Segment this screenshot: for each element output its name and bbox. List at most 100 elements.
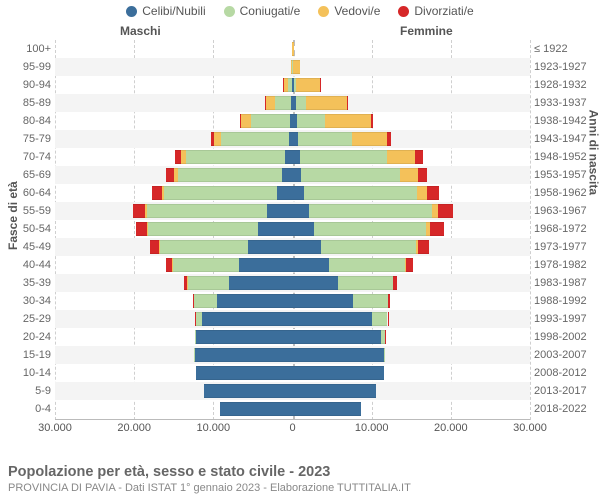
bar-segment [293, 366, 384, 380]
bar-segment [166, 258, 172, 272]
bar-segment [293, 168, 302, 182]
bar-segment [293, 204, 310, 218]
bar-segment [301, 168, 400, 182]
bar-segment [293, 258, 329, 272]
legend-label: Celibi/Nubili [142, 4, 205, 18]
bar-segment [387, 132, 391, 146]
bar-segment [195, 312, 202, 326]
pyramid-row: 5-92013-2017 [55, 382, 530, 400]
pyramid-row: 90-941928-1932 [55, 76, 530, 94]
bar-segment [293, 60, 300, 74]
birth-year-label: 1948-1952 [534, 148, 594, 166]
bar-segment [304, 186, 416, 200]
header-male: Maschi [120, 24, 161, 38]
legend-swatch [318, 6, 329, 17]
birth-year-label: 2008-2012 [534, 364, 594, 382]
pyramid-row: 95-991923-1927 [55, 58, 530, 76]
bar-segment [147, 222, 148, 236]
bar-segment [314, 222, 426, 236]
legend-item: Vedovi/e [318, 4, 380, 18]
age-label: 95-99 [15, 58, 51, 76]
bar-segment [371, 114, 373, 128]
bar-segment [148, 222, 257, 236]
legend-item: Divorziati/e [398, 4, 473, 18]
bar-segment [293, 402, 362, 416]
chart-container: Celibi/Nubili Coniugati/e Vedovi/e Divorzia… [0, 0, 600, 500]
bar-segment [400, 168, 417, 182]
bar-segment [202, 312, 292, 326]
age-label: 40-44 [15, 256, 51, 274]
pyramid-row: 70-741948-1952 [55, 148, 530, 166]
bar-segment [417, 186, 427, 200]
bar-segment [293, 186, 305, 200]
birth-year-label: 1993-1997 [534, 310, 594, 328]
legend-label: Divorziati/e [414, 4, 473, 18]
pyramid-row: 80-841938-1942 [55, 112, 530, 130]
birth-year-label: 1988-1992 [534, 292, 594, 310]
bar-segment [430, 222, 444, 236]
bar-segment [214, 132, 221, 146]
bar-segment [133, 204, 146, 218]
x-tick-label: 30.000 [38, 422, 72, 434]
legend-label: Coniugati/e [240, 4, 301, 18]
bar-segment [296, 78, 320, 92]
bar-segment [297, 114, 325, 128]
bar-segment [293, 276, 339, 290]
pyramid-row: 65-691953-1957 [55, 166, 530, 184]
bar-segment [184, 276, 187, 290]
age-label: 45-49 [15, 238, 51, 256]
bar-segment [147, 204, 267, 218]
legend-label: Vedovi/e [334, 4, 380, 18]
bar-segment [418, 240, 429, 254]
age-label: 80-84 [15, 112, 51, 130]
age-label: 70-74 [15, 148, 51, 166]
bar-segment [204, 384, 293, 398]
bar-segment [293, 294, 353, 308]
age-label: 0-4 [15, 400, 51, 418]
bar-segment [372, 312, 388, 326]
bar-segment [321, 240, 416, 254]
bar-segment [267, 204, 292, 218]
bar-segment [186, 150, 285, 164]
bar-segment [159, 240, 160, 254]
pyramid-row: 60-641958-1962 [55, 184, 530, 202]
bar-segment [293, 42, 294, 56]
pyramid-row: 10-142008-2012 [55, 364, 530, 382]
bar-segment [194, 348, 292, 362]
bar-segment [265, 96, 275, 110]
age-label: 50-54 [15, 220, 51, 238]
birth-year-label: 1968-1972 [534, 220, 594, 238]
bar-segment [277, 186, 293, 200]
bar-segment [285, 150, 292, 164]
birth-year-label: 1953-1957 [534, 166, 594, 184]
pyramid-row: 40-441978-1982 [55, 256, 530, 274]
bar-segment [181, 150, 187, 164]
age-label: 25-29 [15, 310, 51, 328]
x-axis: 30.00020.00010.000010.00020.00030.000 [55, 422, 530, 438]
bar-segment [282, 168, 292, 182]
bar-segment [418, 168, 428, 182]
birth-year-label: 1943-1947 [534, 130, 594, 148]
birth-year-label: 1973-1977 [534, 238, 594, 256]
birth-year-label: 1958-1962 [534, 184, 594, 202]
pyramid-row: 55-591963-1967 [55, 202, 530, 220]
bar-segment [211, 132, 214, 146]
bar-segment [164, 186, 276, 200]
x-axis-line [55, 419, 530, 420]
grid-line [530, 40, 531, 420]
birth-year-label: 2018-2022 [534, 400, 594, 418]
bar-segment [175, 150, 181, 164]
pyramid-row: 75-791943-1947 [55, 130, 530, 148]
age-label: 35-39 [15, 274, 51, 292]
bar-segment [293, 330, 382, 344]
bar-segment [406, 258, 413, 272]
bar-segment [258, 222, 293, 236]
bar-segment [248, 240, 292, 254]
bar-segment [329, 258, 405, 272]
bar-segment [166, 168, 174, 182]
bar-segment [387, 150, 416, 164]
x-tick-label: 10.000 [355, 422, 389, 434]
birth-year-label: 1923-1927 [534, 58, 594, 76]
pyramid-row: 30-341988-1992 [55, 292, 530, 310]
pyramid-row: 50-541968-1972 [55, 220, 530, 238]
